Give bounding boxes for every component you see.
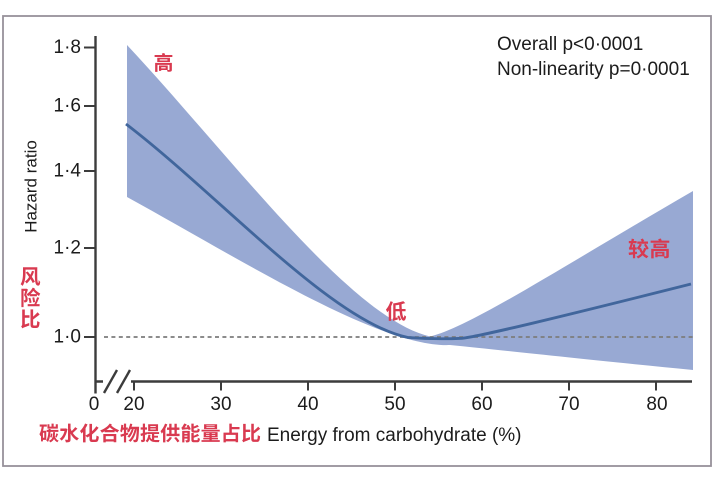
- svg-text:70: 70: [558, 394, 579, 415]
- svg-text:Energy from carbohydrate (%): Energy from carbohydrate (%): [267, 425, 522, 446]
- svg-text:20: 20: [123, 394, 144, 415]
- svg-text:Overall p<0·0001: Overall p<0·0001: [497, 34, 643, 55]
- svg-text:30: 30: [210, 394, 231, 415]
- svg-text:50: 50: [384, 394, 405, 415]
- svg-text:Non-linearity p=0·0001: Non-linearity p=0·0001: [497, 59, 690, 80]
- svg-text:1·2: 1·2: [54, 237, 81, 258]
- svg-text:Hazard ratio: Hazard ratio: [22, 140, 41, 233]
- svg-text:1·8: 1·8: [54, 37, 81, 58]
- svg-text:60: 60: [471, 394, 492, 415]
- svg-text:1·0: 1·0: [54, 326, 81, 347]
- svg-text:1·6: 1·6: [54, 95, 81, 116]
- svg-text:80: 80: [646, 394, 667, 415]
- svg-text:40: 40: [297, 394, 318, 415]
- svg-text:1·4: 1·4: [54, 160, 82, 181]
- svg-text:0: 0: [89, 394, 100, 415]
